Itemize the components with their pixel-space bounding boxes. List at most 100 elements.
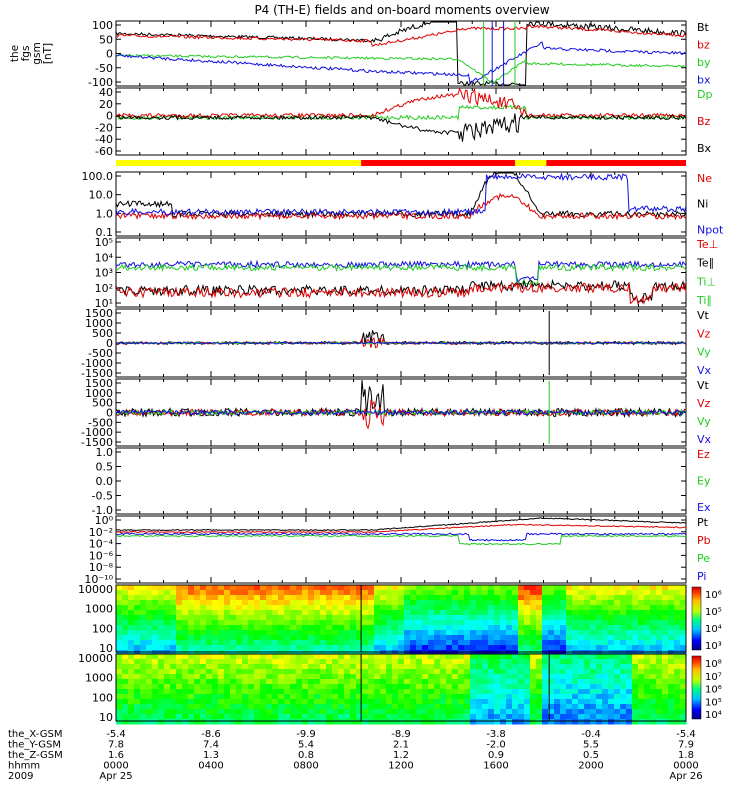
spectrogram-cell	[476, 659, 483, 665]
spectrogram-cell	[380, 645, 387, 651]
spectrogram-cell	[602, 605, 609, 611]
spectrogram-cell	[290, 674, 297, 680]
spectrogram-cell	[140, 684, 147, 690]
spectrogram-cell	[542, 595, 549, 601]
spectrogram-cell	[344, 699, 351, 705]
spectrogram-cell	[314, 640, 321, 646]
spectrogram-cell	[164, 719, 171, 725]
spectrogram-cell	[470, 615, 477, 621]
spectrogram-cell	[578, 620, 585, 626]
spectrogram-cell	[620, 714, 627, 720]
spectrogram-cell	[302, 714, 309, 720]
spectrogram-cell	[392, 659, 399, 665]
spectrogram-cell	[572, 714, 579, 720]
spectrogram-cell	[500, 659, 507, 665]
spectrogram-cell	[446, 689, 453, 695]
spectrogram-cell	[602, 694, 609, 700]
spectrogram-cell	[488, 704, 495, 710]
spectrogram-cell	[338, 600, 345, 606]
spectrogram-cell	[506, 650, 513, 656]
spectrogram-cell	[380, 664, 387, 670]
spectrogram-cell	[548, 620, 555, 626]
spectrogram-cell	[260, 590, 267, 596]
spectrogram-cell	[326, 630, 333, 636]
spectrogram-cell	[380, 654, 387, 660]
spectrogram-cell	[404, 689, 411, 695]
y-tick-label: 0	[106, 337, 113, 350]
spectrogram-cell	[578, 610, 585, 616]
spectrogram-cell	[374, 620, 381, 626]
spectrogram-cell	[368, 610, 375, 616]
y-tick-label: 1000	[85, 387, 113, 400]
spectrogram-cell	[122, 630, 129, 636]
spectrogram-cell	[656, 719, 663, 725]
spectrogram-cell	[596, 630, 603, 636]
spectrogram-cell	[500, 709, 507, 715]
spectrogram-cell	[146, 625, 153, 631]
spectrogram-cell	[542, 664, 549, 670]
spectrogram-cell	[332, 674, 339, 680]
spectrogram-cell	[428, 595, 435, 601]
spectrogram-cell	[182, 689, 189, 695]
spectrogram-cell	[152, 615, 159, 621]
spectrogram-cell	[482, 595, 489, 601]
spectrogram-cell	[152, 699, 159, 705]
spectrogram-cell	[230, 640, 237, 646]
spectrogram-cell	[296, 674, 303, 680]
ephemeris-value: -0.4	[581, 729, 601, 740]
spectrogram-cell	[224, 704, 231, 710]
spectrogram-cell	[200, 640, 207, 646]
spectrogram-cell	[500, 654, 507, 660]
spectrogram-cell	[464, 610, 471, 616]
spectrogram-cell	[572, 605, 579, 611]
spectrogram-cell	[536, 605, 543, 611]
spectrogram-cell	[584, 600, 591, 606]
spectrogram-cell	[662, 620, 669, 626]
spectrogram-cell	[194, 640, 201, 646]
spectrogram-cell	[152, 694, 159, 700]
spectrogram-cell	[524, 704, 531, 710]
spectrogram-cell	[560, 610, 567, 616]
spectrogram-cell	[554, 719, 561, 725]
y-tick-label: 10	[99, 642, 113, 655]
spectrogram-cell	[314, 679, 321, 685]
spectrogram-cell	[392, 630, 399, 636]
spectrogram-cell	[428, 679, 435, 685]
spectrogram-cell	[182, 709, 189, 715]
spectrogram-cell	[608, 704, 615, 710]
spectrogram-cell	[452, 714, 459, 720]
spectrogram-cell	[632, 610, 639, 616]
spectrogram-cell	[524, 659, 531, 665]
spectrogram-cell	[152, 590, 159, 596]
spectrogram-cell	[440, 590, 447, 596]
spectrogram-cell	[626, 709, 633, 715]
spectrogram-cell	[302, 645, 309, 651]
spectrogram-cell	[284, 714, 291, 720]
spectrogram-cell	[680, 590, 687, 596]
spectrogram-cell	[152, 679, 159, 685]
spectrogram-cell	[392, 719, 399, 725]
spectrogram-cell	[404, 659, 411, 665]
spectrogram-cell	[608, 709, 615, 715]
spectrogram-cell	[290, 625, 297, 631]
spectrogram-cell	[392, 595, 399, 601]
spectrogram-cell	[506, 719, 513, 725]
spectrogram-cell	[356, 645, 363, 651]
spectrogram-cell	[680, 704, 687, 710]
spectrogram-cell	[470, 684, 477, 690]
spectrogram-cell	[494, 630, 501, 636]
spectrogram-cell	[638, 694, 645, 700]
spectrogram-cell	[590, 699, 597, 705]
spectrogram-cell	[632, 689, 639, 695]
spectrogram-cell	[524, 630, 531, 636]
spectrogram-cell	[530, 709, 537, 715]
spectrogram-cell	[494, 645, 501, 651]
spectrogram-cell	[578, 615, 585, 621]
spectrogram-cell	[482, 699, 489, 705]
spectrogram-cell	[662, 674, 669, 680]
spectrogram-cell	[290, 719, 297, 725]
spectrogram-cell	[680, 625, 687, 631]
spectrogram-cell	[164, 654, 171, 660]
spectrogram-cell	[278, 674, 285, 680]
spectrogram-cell	[554, 659, 561, 665]
